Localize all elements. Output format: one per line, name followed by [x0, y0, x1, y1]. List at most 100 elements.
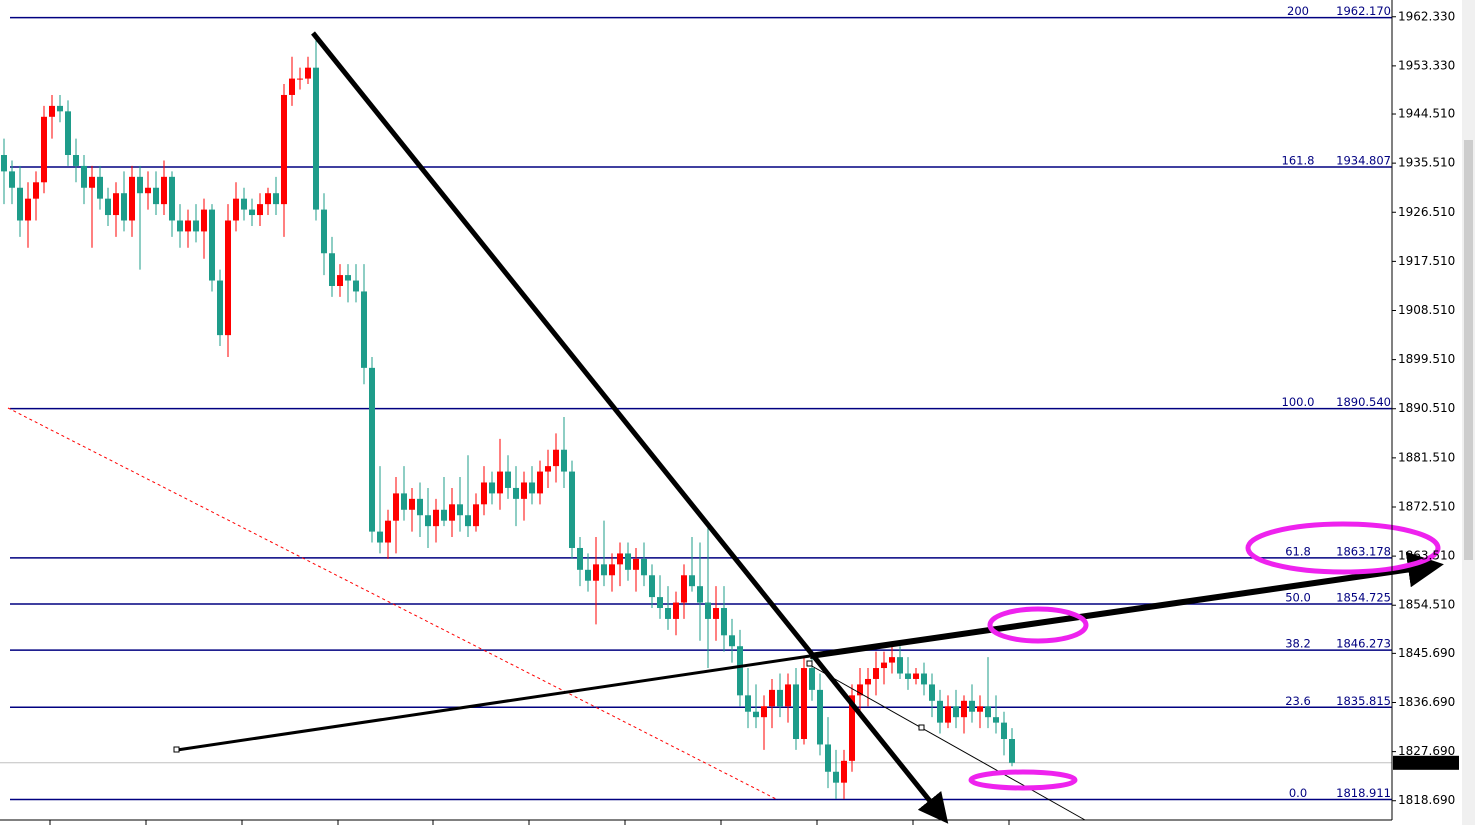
- candle-body: [801, 668, 807, 740]
- candle-body: [545, 466, 551, 472]
- candle-body: [665, 608, 671, 619]
- y-tick-label: 1908.510: [1398, 303, 1455, 317]
- fib-price: 1835.815: [1336, 694, 1391, 708]
- anchor: [173, 746, 180, 753]
- candle-body: [833, 771, 839, 783]
- candle-body: [577, 547, 583, 570]
- candle-body: [633, 558, 639, 570]
- candle-body: [361, 291, 367, 368]
- candle-body: [225, 220, 231, 336]
- candle-body: [89, 176, 95, 188]
- candle-body: [561, 449, 567, 472]
- fib-ratio: 200: [1287, 4, 1309, 18]
- candle-body: [329, 253, 335, 286]
- highlight-ellipse: [1245, 521, 1441, 575]
- last-price-box: [1393, 755, 1459, 770]
- candle-body: [233, 198, 239, 221]
- candle-body: [809, 668, 815, 690]
- candle-body: [529, 482, 535, 494]
- candle-body: [785, 684, 791, 707]
- candle-body: [617, 553, 623, 565]
- candle-body: [457, 504, 463, 516]
- candle-body: [649, 575, 655, 598]
- candle-body: [129, 176, 135, 221]
- candles: [1, 34, 1015, 800]
- scroll-thumb[interactable]: [1464, 140, 1473, 560]
- candle-body: [97, 176, 103, 199]
- candle-body: [969, 700, 975, 712]
- candle-body: [777, 689, 783, 707]
- candle-body: [265, 193, 271, 205]
- candle-body: [433, 509, 439, 527]
- y-tick-label: 1881.510: [1398, 450, 1455, 464]
- fib-price: 1890.540: [1336, 395, 1391, 409]
- candle-body: [57, 105, 63, 112]
- fib-price: 1962.170: [1336, 4, 1391, 18]
- candle-body: [81, 165, 87, 188]
- candle-body: [865, 678, 871, 685]
- candle-body: [793, 684, 799, 740]
- candle-body: [113, 193, 119, 216]
- candle-body: [937, 700, 943, 723]
- candle-body: [657, 597, 663, 609]
- y-tick-label: 1872.510: [1398, 499, 1455, 513]
- candle-body: [273, 193, 279, 205]
- candle-body: [73, 155, 79, 166]
- candle-body: [305, 67, 311, 79]
- candle-body: [713, 608, 719, 619]
- y-tick-label: 1899.510: [1398, 352, 1455, 366]
- candle-body: [993, 717, 999, 723]
- candle-body: [497, 471, 503, 494]
- candle-body: [521, 482, 527, 499]
- candle-body: [417, 498, 423, 516]
- up-trendline: [176, 654, 811, 752]
- candle-body: [321, 209, 327, 254]
- fib-ratio: 50.0: [1285, 591, 1311, 605]
- candle-body: [41, 116, 47, 183]
- candle-body: [601, 564, 607, 576]
- candle-body: [121, 193, 127, 221]
- down-arrow: [311, 31, 949, 824]
- candle-body: [625, 553, 631, 570]
- candle-body: [105, 198, 111, 216]
- candle-body: [465, 515, 471, 527]
- candle-body: [817, 689, 823, 745]
- candle-body: [161, 176, 167, 205]
- y-tick-label: 1845.690: [1398, 646, 1455, 660]
- candle-body: [889, 657, 895, 663]
- candle-body: [1, 155, 7, 172]
- fib-price: 1846.273: [1336, 637, 1391, 651]
- fib-price: 1818.911: [1336, 786, 1391, 800]
- candle-body: [345, 275, 351, 281]
- candle-body: [881, 662, 887, 669]
- candle-body: [921, 673, 927, 685]
- fib-ratio: 23.6: [1285, 694, 1311, 708]
- candle-body: [729, 635, 735, 647]
- candle-body: [33, 182, 39, 199]
- candle-body: [193, 220, 199, 232]
- candle-body: [841, 760, 847, 783]
- candle-body: [281, 94, 287, 205]
- fib-price: 1863.178: [1336, 544, 1391, 558]
- candle-body: [761, 706, 767, 718]
- candle-body: [369, 367, 375, 532]
- anchor: [918, 724, 925, 731]
- candle-body: [569, 471, 575, 548]
- candle-body: [593, 564, 599, 581]
- candle-body: [513, 487, 519, 499]
- candle-body: [449, 504, 455, 521]
- y-tick-label: 1854.510: [1398, 598, 1455, 612]
- candle-body: [209, 209, 215, 281]
- candle-body: [409, 498, 415, 510]
- candle-body: [385, 520, 391, 543]
- candle-body: [1001, 722, 1007, 740]
- candle-body: [721, 608, 727, 636]
- candle-body: [481, 482, 487, 505]
- candle-body: [297, 78, 303, 80]
- fib-ratio: 100.0: [1282, 395, 1315, 409]
- candle-body: [241, 198, 247, 210]
- candle-body: [953, 706, 959, 718]
- candle-body: [201, 209, 207, 232]
- candle-body: [753, 711, 759, 718]
